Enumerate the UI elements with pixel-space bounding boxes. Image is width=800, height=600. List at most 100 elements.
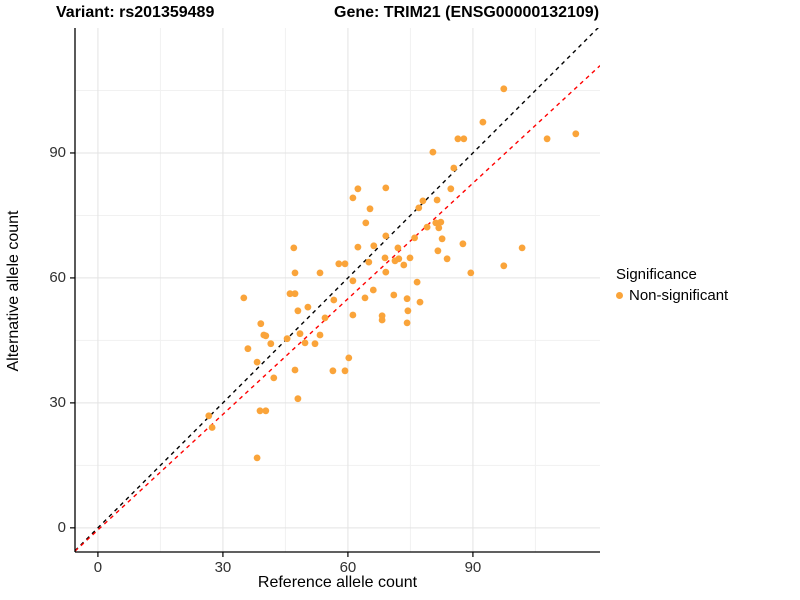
data-point <box>406 254 414 262</box>
data-point <box>438 235 446 243</box>
data-point <box>345 354 353 362</box>
data-point <box>253 454 261 462</box>
x-tick-label: 60 <box>339 559 357 576</box>
identity-line <box>75 28 599 552</box>
data-point <box>365 258 373 266</box>
data-point <box>467 269 475 277</box>
data-point <box>395 255 403 263</box>
data-point <box>361 294 369 302</box>
y-tick-label: 0 <box>57 518 66 536</box>
data-point <box>437 218 445 226</box>
data-point <box>205 412 213 420</box>
data-point <box>370 242 378 250</box>
legend-title: Significance <box>616 266 697 283</box>
data-point <box>262 332 270 340</box>
data-point <box>459 240 467 248</box>
y-tick-label: 30 <box>49 393 66 411</box>
data-point <box>329 367 337 375</box>
data-point <box>419 197 427 205</box>
data-point <box>349 194 357 202</box>
data-point <box>500 262 508 270</box>
data-point <box>335 260 343 268</box>
data-point <box>291 290 299 298</box>
x-tick-label: 0 <box>93 559 103 576</box>
x-axis-title: Reference allele count <box>0 574 675 592</box>
data-point <box>316 331 324 339</box>
data-point <box>429 148 437 156</box>
x-axis-title-text: Reference allele count <box>257 574 418 591</box>
data-point <box>244 345 252 353</box>
x-tick-label: 90 <box>464 559 482 576</box>
plot-title-variant: Variant: rs201359489 <box>56 4 215 21</box>
data-point <box>572 130 580 138</box>
legend-item-label: Non-significant <box>629 287 729 304</box>
data-point <box>403 295 411 303</box>
data-point <box>262 407 270 415</box>
legend-item: Non-significant <box>616 287 728 304</box>
data-point <box>349 311 357 319</box>
data-point <box>311 340 319 348</box>
data-point <box>404 307 412 315</box>
data-point <box>433 196 441 204</box>
data-point <box>416 298 424 306</box>
legend-point-icon <box>616 292 623 299</box>
data-point <box>411 234 418 242</box>
data-point <box>296 330 304 338</box>
data-point <box>330 296 338 304</box>
data-point <box>434 247 442 255</box>
data-point <box>500 85 508 93</box>
data-point <box>454 135 462 143</box>
data-point <box>256 407 264 415</box>
data-point <box>321 314 329 322</box>
data-point <box>378 316 386 324</box>
data-point <box>267 340 275 348</box>
data-point <box>208 424 216 431</box>
legend-items: Non-significant <box>616 287 728 304</box>
y-tick-label: 90 <box>49 143 66 161</box>
fit-line <box>75 65 600 552</box>
data-point <box>291 269 299 277</box>
data-point <box>366 205 374 213</box>
data-point <box>443 255 451 263</box>
data-point <box>394 244 402 252</box>
data-point <box>415 204 423 212</box>
data-point <box>301 339 309 347</box>
data-point <box>286 290 294 298</box>
data-point <box>390 291 398 299</box>
data-point <box>354 185 362 193</box>
data-point <box>400 261 408 269</box>
data-point <box>479 118 487 126</box>
data-point <box>432 219 440 227</box>
data-point <box>382 232 390 240</box>
legend: Significance Non-significant <box>616 266 728 304</box>
data-point <box>543 135 551 143</box>
data-point <box>382 184 390 192</box>
data-point <box>290 244 298 252</box>
data-point <box>253 358 261 366</box>
data-point <box>341 260 349 268</box>
y-axis-title: Alternative allele count <box>5 210 22 372</box>
data-point <box>435 224 443 232</box>
data-point <box>291 366 299 374</box>
data-point <box>294 395 302 403</box>
plot-title-gene: Gene: TRIM21 (ENSG00000132109) <box>334 4 600 21</box>
data-point <box>341 367 349 375</box>
data-point <box>362 219 370 227</box>
data-point <box>294 307 302 315</box>
data-point <box>369 286 377 294</box>
data-point <box>349 277 357 285</box>
data-point <box>413 278 421 286</box>
data-point <box>304 303 312 311</box>
data-point <box>447 185 455 193</box>
data-point <box>450 164 458 172</box>
data-point <box>354 243 362 251</box>
data-point <box>382 268 390 276</box>
x-tick-label: 30 <box>214 559 232 576</box>
data-point <box>381 254 389 262</box>
data-point <box>316 269 324 277</box>
data-point <box>270 374 278 382</box>
data-point <box>423 223 431 231</box>
data-point <box>460 135 468 143</box>
